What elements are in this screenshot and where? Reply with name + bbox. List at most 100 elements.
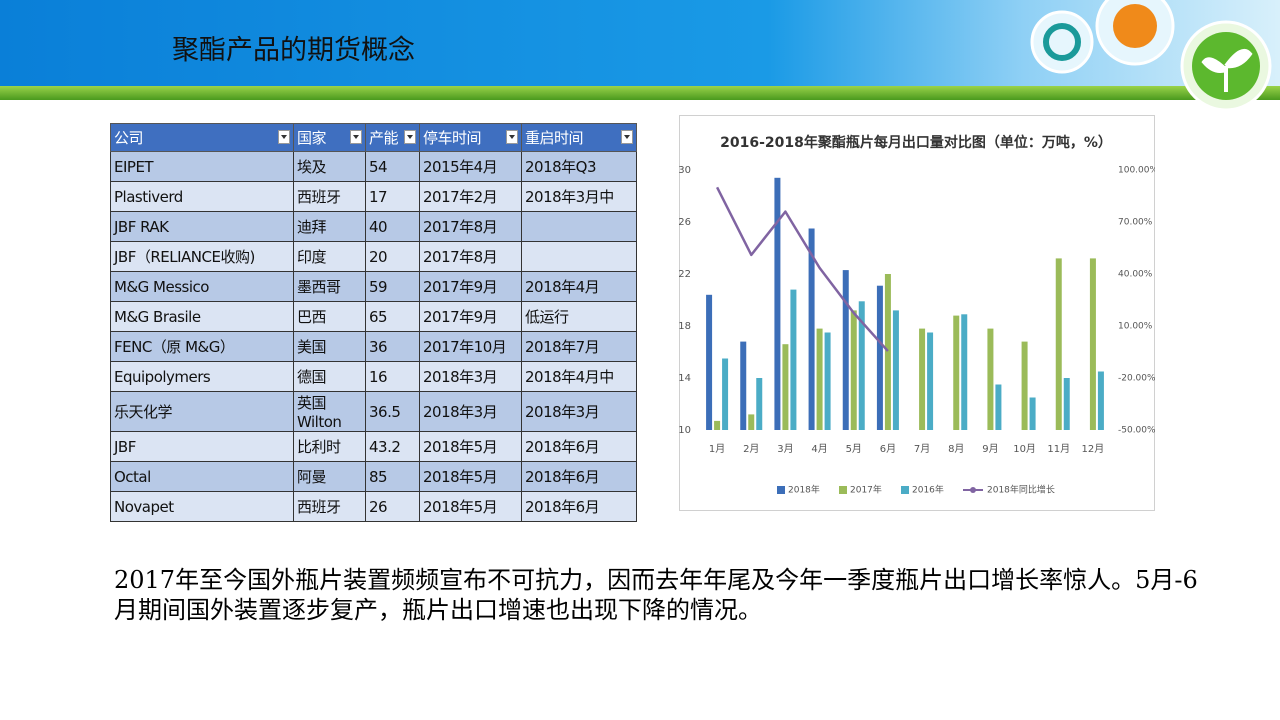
chart: 2016-2018年聚酯瓶片每月出口量对比图（单位：万吨，%） 10 14 18 22… xyxy=(679,115,1155,511)
legend-label: 2018年 xyxy=(788,484,820,496)
table-row: JBF（RELIANCE收购) 印度 20 2017年8月 xyxy=(110,241,637,272)
bar xyxy=(824,332,831,430)
bar xyxy=(782,344,789,430)
filter-button[interactable] xyxy=(506,130,518,144)
table-cell: 36 xyxy=(365,331,420,362)
table-row: JBF RAK 迪拜 40 2017年8月 xyxy=(110,211,637,242)
x-tick-label: 11月 xyxy=(1047,443,1070,455)
y2-tick-label: 100.00% xyxy=(1118,166,1155,176)
x-tick-label: 2月 xyxy=(743,443,759,455)
header-icons xyxy=(1030,0,1272,112)
column-header: 重启时间 xyxy=(521,123,637,152)
x-tick-label: 8月 xyxy=(948,443,964,455)
x-tick-label: 6月 xyxy=(880,443,896,455)
filter-button[interactable] xyxy=(621,130,633,144)
legend-swatch xyxy=(777,486,785,494)
filter-button[interactable] xyxy=(350,130,362,144)
bar xyxy=(748,414,755,430)
table-cell: 2015年4月 xyxy=(419,151,522,182)
table-cell: 2017年9月 xyxy=(419,271,522,302)
bar xyxy=(1089,258,1096,430)
table-cell: 迪拜 xyxy=(293,211,366,242)
table-cell: 65 xyxy=(365,301,420,332)
filter-button[interactable] xyxy=(278,130,290,144)
bar xyxy=(1097,371,1104,430)
table-cell: 巴西 xyxy=(293,301,366,332)
bar xyxy=(790,289,797,430)
bar xyxy=(927,332,934,430)
table-cell: 16 xyxy=(365,361,420,392)
table-cell: 2018年4月中 xyxy=(521,361,637,392)
bar xyxy=(876,285,883,430)
bar xyxy=(858,301,865,430)
table-row: FENC（原 M&G） 美国 36 2017年10月 2018年7月 xyxy=(110,331,637,362)
icon-recycle-arrow xyxy=(1043,23,1081,61)
legend-label: 2017年 xyxy=(850,484,882,496)
table-cell: 2018年5月 xyxy=(419,431,522,462)
table-cell: 2017年8月 xyxy=(419,211,522,242)
table-row: M&G Brasile 巴西 65 2017年9月 低运行 xyxy=(110,301,637,332)
table-cell: 54 xyxy=(365,151,420,182)
body-text: 2017年至今国外瓶片装置频频宣布不可抗力，因而去年年尾及今年一季度瓶片出口增长… xyxy=(114,566,1198,624)
table-cell: 2018年6月 xyxy=(521,461,637,492)
table-cell: 2017年8月 xyxy=(419,241,522,272)
y-tick-label: 10 xyxy=(679,425,691,436)
bar xyxy=(1055,258,1062,430)
bar xyxy=(740,341,747,430)
bar xyxy=(1029,397,1036,430)
table-cell: Plastiverd xyxy=(110,181,294,212)
table-cell: 乐天化学 xyxy=(110,391,294,432)
table-cell: 43.2 xyxy=(365,431,420,462)
table-cell: 40 xyxy=(365,211,420,242)
column-label: 产能 xyxy=(369,129,399,147)
column-label: 国家 xyxy=(297,129,327,147)
column-header: 产能 xyxy=(365,123,420,152)
table-cell: Novapet xyxy=(110,491,294,522)
table-cell: 2018年6月 xyxy=(521,491,637,522)
line xyxy=(715,186,889,352)
table-cell: JBF（RELIANCE收购) xyxy=(110,241,294,272)
table-cell xyxy=(521,241,637,272)
column-label: 公司 xyxy=(114,129,144,147)
filter-button[interactable] xyxy=(404,130,416,144)
column-header: 停车时间 xyxy=(419,123,522,152)
legend-swatch xyxy=(901,486,909,494)
column-label: 重启时间 xyxy=(525,129,584,147)
bar xyxy=(774,177,781,430)
table-cell: 20 xyxy=(365,241,420,272)
table-row: JBF 比利时 43.2 2018年5月 2018年6月 xyxy=(110,431,637,462)
y-tick-label: 18 xyxy=(679,321,691,332)
table-cell: JBF RAK xyxy=(110,211,294,242)
table-cell: FENC（原 M&G） xyxy=(110,331,294,362)
bar xyxy=(953,315,960,430)
bar xyxy=(961,314,968,430)
table-cell: 2018年5月 xyxy=(419,461,522,492)
bar xyxy=(987,328,994,430)
table-cell: 26 xyxy=(365,491,420,522)
table-cell: 2018年5月 xyxy=(419,491,522,522)
bar xyxy=(1021,341,1028,430)
y-tick-label: 14 xyxy=(679,373,691,384)
y2-tick-label: -20.00% xyxy=(1118,374,1155,384)
table-cell: 2018年3月中 xyxy=(521,181,637,212)
x-tick-label: 7月 xyxy=(914,443,930,455)
table-cell: Equipolymers xyxy=(110,361,294,392)
chart-frame xyxy=(679,115,1155,511)
x-tick-label: 4月 xyxy=(811,443,827,455)
bar xyxy=(842,270,849,430)
table-cell: JBF xyxy=(110,431,294,462)
bar xyxy=(722,358,729,430)
legend-marker xyxy=(970,487,976,493)
table-cell: 墨西哥 xyxy=(293,271,366,302)
bar xyxy=(850,310,857,430)
table-row: EIPET 埃及 54 2015年4月 2018年Q3 xyxy=(110,151,637,182)
x-tick-label: 9月 xyxy=(982,443,998,455)
x-tick-label: 10月 xyxy=(1013,443,1036,455)
column-header: 公司 xyxy=(110,123,294,152)
table-cell: 2018年3月 xyxy=(521,391,637,432)
table-cell: 17 xyxy=(365,181,420,212)
table-cell: 阿曼 xyxy=(293,461,366,492)
table-cell: 西班牙 xyxy=(293,491,366,522)
table-cell: M&G Messico xyxy=(110,271,294,302)
